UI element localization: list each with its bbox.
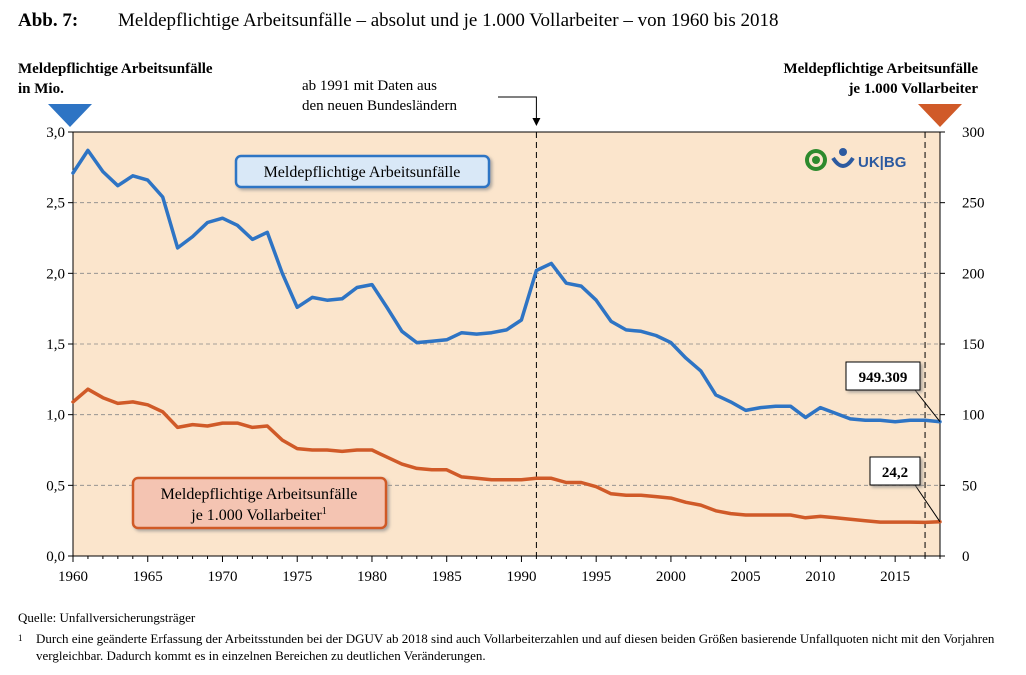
footnote-marker: 1 (18, 633, 23, 643)
left-tick-label: 2,5 (46, 196, 65, 212)
annotation-1991-arrow (498, 96, 541, 126)
right-tick-label: 300 (962, 125, 985, 141)
right-tick-label: 100 (962, 408, 985, 424)
ukbg-logo: UK|BG (805, 148, 906, 171)
legend-orange-text-line1: Meldepflichtige Arbeitsunfälle (161, 486, 358, 503)
left-tick-label: 0,0 (46, 549, 65, 565)
right-axis-title-line2: je 1.000 Vollarbeiter (847, 81, 978, 97)
left-tick-label: 0,5 (46, 478, 65, 494)
x-tick-label: 2010 (805, 569, 835, 585)
annotation-1991-line2: den neuen Bundesländern (302, 98, 457, 114)
legend-orange: Meldepflichtige Arbeitsunfälle je 1.000 … (131, 476, 388, 530)
right-tick-label: 150 (962, 337, 985, 353)
footnote-text: Durch eine geänderte Erfassung der Arbei… (36, 631, 995, 663)
callout-orange: 24,2 (869, 456, 941, 523)
right-axis-ticks: 0 50 100 150 200 250 300 (940, 125, 985, 565)
legend-orange-text-line2: je 1.000 Vollarbeiter (190, 507, 322, 524)
callout-blue: 949.309 (845, 361, 941, 423)
annotation-1991-line1: ab 1991 mit Daten aus (302, 78, 437, 94)
callout-orange-text: 24,2 (882, 465, 908, 481)
figure-title: Meldepflichtige Arbeitsunfälle – absolut… (118, 10, 779, 31)
x-tick-label: 1985 (432, 569, 462, 585)
logo-text: UK|BG (858, 154, 906, 171)
left-axis-title-line2: in Mio. (18, 81, 64, 97)
svg-text:je 1.000 Vollarbeiter1: je 1.000 Vollarbeiter1 (190, 506, 327, 524)
source-note: Quelle: Unfallversicherungsträger (18, 610, 196, 625)
left-axis-marker-icon (48, 104, 92, 127)
x-tick-label: 2000 (656, 569, 686, 585)
chart: Abb. 7: Meldepflichtige Arbeitsunfälle –… (18, 10, 985, 585)
x-tick-label: 1960 (58, 569, 88, 585)
x-tick-label: 1975 (282, 569, 312, 585)
series-line-absolute (71, 148, 942, 424)
right-axis-title-line1: Meldepflichtige Arbeitsunfälle (783, 61, 978, 77)
reference-lines (535, 132, 926, 556)
x-tick-label: 1980 (357, 569, 387, 585)
left-axis-ticks: 0,0 0,5 1,0 1,5 2,0 2,5 3,0 (46, 125, 73, 565)
x-tick-label: 2015 (880, 569, 910, 585)
legend-orange-footnote-marker: 1 (322, 506, 327, 517)
right-axis-marker-icon (918, 104, 962, 127)
callout-blue-text: 949.309 (859, 370, 908, 386)
x-tick-label: 1995 (581, 569, 611, 585)
gridlines (73, 202, 940, 486)
left-tick-label: 3,0 (46, 125, 65, 141)
right-tick-label: 250 (962, 196, 985, 212)
x-tick-label: 2005 (731, 569, 761, 585)
footnote: 1 Durch eine geänderte Erfassung der Arb… (18, 630, 1008, 663)
x-tick-label: 1970 (207, 569, 237, 585)
series-line-per-1000 (71, 387, 942, 525)
right-tick-label: 200 (962, 266, 985, 282)
left-axis-title-line1: Meldepflichtige Arbeitsunfälle (18, 61, 213, 77)
left-tick-label: 1,0 (46, 408, 65, 424)
right-tick-label: 0 (962, 549, 970, 565)
logo-blue-figure-icon (839, 148, 847, 156)
x-axis-ticks: 1960 1965 1970 1975 1980 1985 1990 1995 2000 2005… (58, 556, 941, 585)
x-tick-label: 1990 (506, 569, 536, 585)
figure-number: Abb. 7: (18, 10, 78, 31)
legend-blue: Meldepflichtige Arbeitsunfälle (234, 154, 491, 189)
x-tick-label: 1965 (133, 569, 163, 585)
left-tick-label: 1,5 (46, 337, 65, 353)
legend-blue-text: Meldepflichtige Arbeitsunfälle (264, 164, 461, 181)
right-tick-label: 50 (962, 478, 977, 494)
left-tick-label: 2,0 (46, 266, 65, 282)
